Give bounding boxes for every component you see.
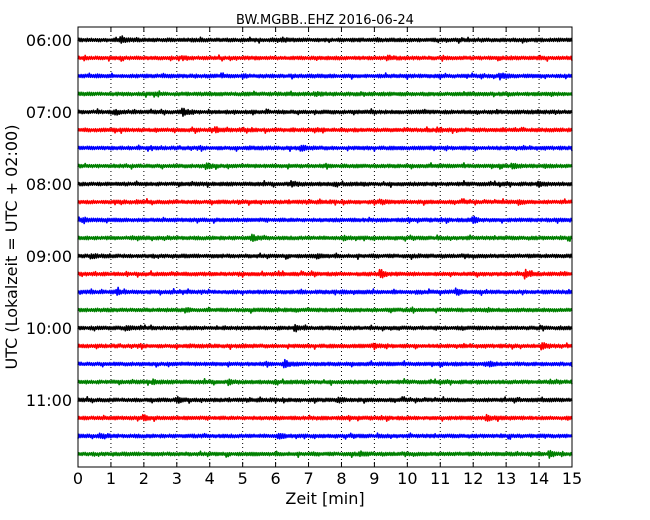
x-tick-label: 3 (172, 469, 182, 488)
x-tick-label: 4 (205, 469, 215, 488)
seismogram-trace (77, 198, 573, 206)
seismogram-trace (77, 306, 573, 314)
x-axis-label: Zeit [min] (285, 489, 364, 508)
seismogram-trace (77, 323, 573, 333)
x-tick-label: 8 (336, 469, 346, 488)
seismogram-traces (77, 35, 573, 459)
seismogram-trace (77, 54, 573, 62)
seismogram-trace (77, 342, 573, 351)
x-tick-label: 11 (430, 469, 450, 488)
x-tick-label: 12 (463, 469, 483, 488)
seismogram-trace (77, 72, 573, 81)
seismogram-trace (77, 268, 573, 280)
seismogram-trace (77, 252, 573, 260)
y-axis-label: UTC (Lokalzeit = UTC + 02:00) (2, 125, 21, 370)
seismogram-trace (77, 215, 573, 225)
x-tick-label: 10 (397, 469, 417, 488)
x-tick-label: 0 (73, 469, 83, 488)
vertical-grid (110, 27, 540, 467)
x-tick-label: 7 (303, 469, 313, 488)
x-tick-label: 14 (529, 469, 549, 488)
x-tick-label: 5 (238, 469, 248, 488)
x-tick-label: 9 (369, 469, 379, 488)
y-tick-label: 07:00 (26, 103, 72, 122)
seismogram-trace (77, 180, 573, 188)
plot-frame (77, 26, 573, 468)
x-tick-label: 13 (496, 469, 516, 488)
seismogram-trace (77, 144, 573, 152)
x-tick-label: 6 (271, 469, 281, 488)
x-axis-ticks: 0 1 2 3 4 5 6 7 8 9 10 11 12 13 14 15 (73, 27, 582, 488)
x-tick-label: 15 (562, 469, 582, 488)
seismogram-trace (77, 90, 573, 98)
seismogram-trace (77, 162, 573, 171)
seismogram-trace (77, 449, 573, 459)
seismogram-trace (77, 378, 573, 387)
y-tick-label: 11:00 (26, 391, 72, 410)
y-tick-label: 06:00 (26, 31, 72, 50)
seismogram-trace (77, 432, 573, 440)
seismogram-trace (77, 396, 573, 404)
seismogram-trace (77, 358, 573, 369)
y-tick-label: 09:00 (26, 247, 72, 266)
y-axis-ticks: 06:00 07:00 08:00 09:00 10:00 11:00 (26, 31, 572, 410)
y-tick-label: 08:00 (26, 175, 72, 194)
seismogram-trace (77, 286, 573, 296)
y-tick-label: 10:00 (26, 319, 72, 338)
seismogram-trace (77, 126, 573, 134)
seismogram-trace (77, 413, 573, 423)
x-tick-label: 1 (106, 469, 116, 488)
chart-title: BW.MGBB..EHZ 2016-06-24 (236, 13, 414, 28)
seismogram-trace (77, 233, 573, 243)
x-tick-label: 2 (139, 469, 149, 488)
seismogram-trace (77, 107, 573, 117)
seismogram-trace (77, 35, 573, 44)
